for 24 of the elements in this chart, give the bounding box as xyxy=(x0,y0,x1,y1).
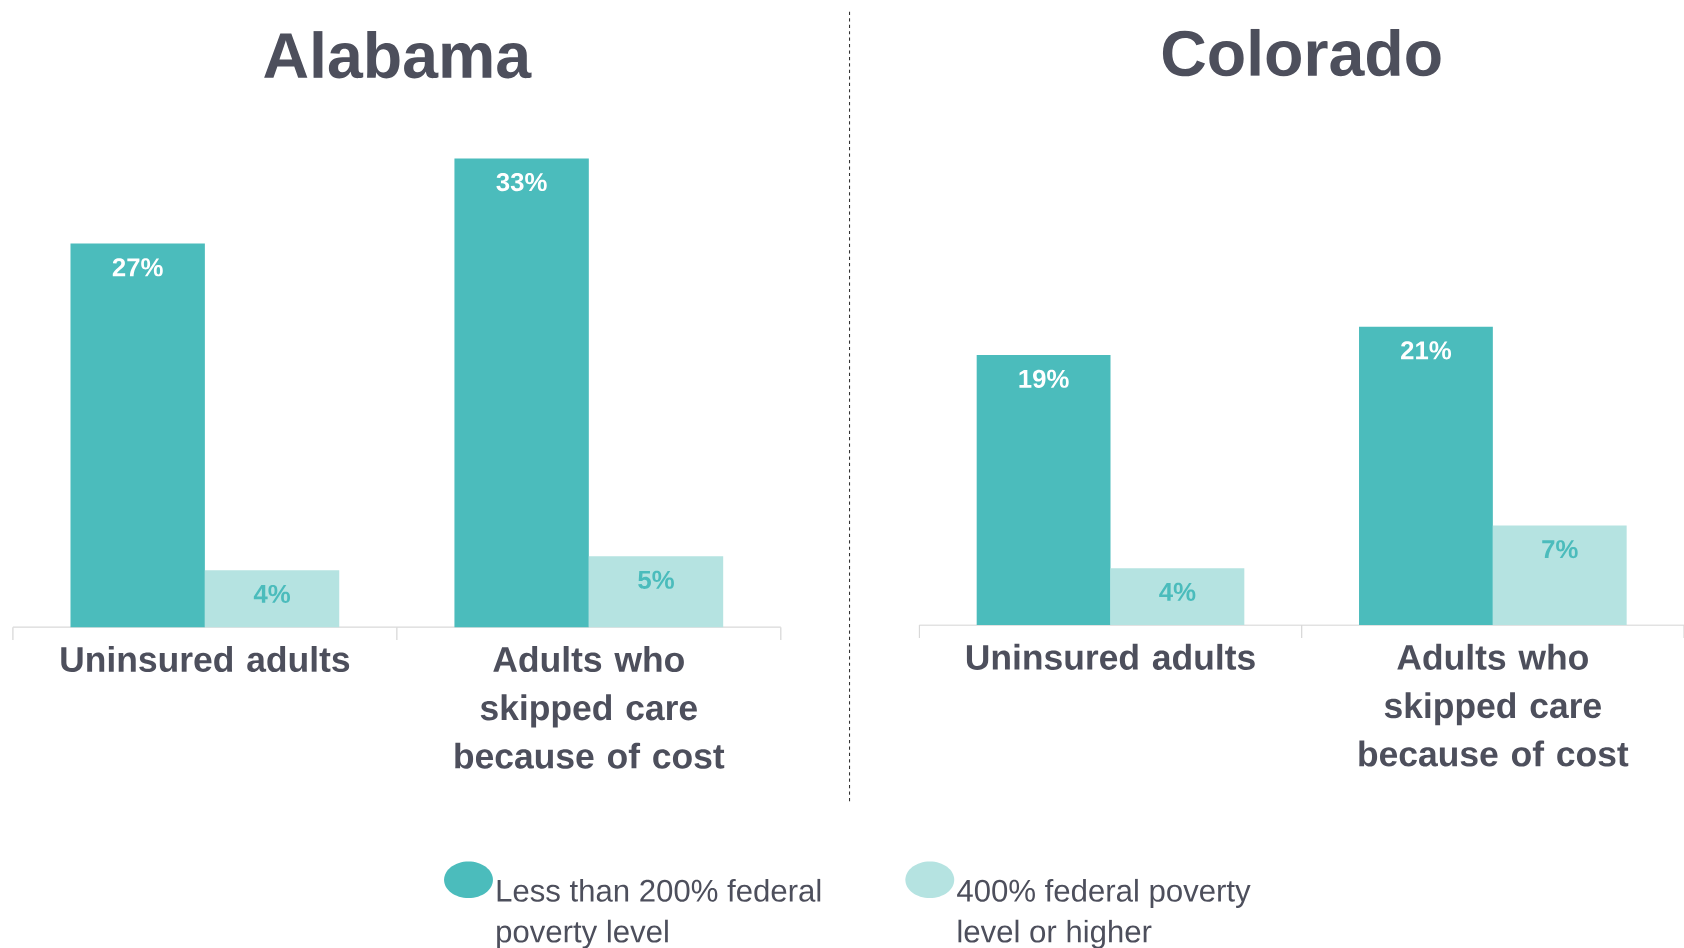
bar xyxy=(1492,525,1627,625)
chart-title: Alabama xyxy=(264,30,532,79)
data-label: 27% xyxy=(112,258,163,277)
bar xyxy=(976,354,1111,625)
data-label: 5% xyxy=(638,570,674,589)
data-label: 21% xyxy=(1401,341,1452,360)
x-tick-label: Uninsured adults xyxy=(61,645,350,672)
data-label: 7% xyxy=(1542,539,1578,559)
bar xyxy=(588,556,724,628)
bar xyxy=(1359,326,1493,625)
data-label: 19% xyxy=(1019,369,1069,388)
bar xyxy=(70,243,205,628)
bar xyxy=(1110,568,1245,625)
legend-label: 400% federal poverty level or higher xyxy=(957,878,1251,948)
x-tick-label: Uninsured adults xyxy=(966,643,1255,670)
x-tick-label: Adults who skipped care because of cost xyxy=(1359,643,1629,767)
x-tick-label: Adults who skipped care because of cost xyxy=(455,645,725,769)
data-label: 4% xyxy=(253,584,290,603)
bar xyxy=(204,570,340,628)
data-label: 4% xyxy=(1159,582,1196,601)
chart-title: Colorado xyxy=(1162,28,1441,77)
legend-label: Less than 200% federal poverty level xyxy=(497,878,821,948)
bar xyxy=(454,158,589,628)
data-label: 33% xyxy=(496,172,547,192)
